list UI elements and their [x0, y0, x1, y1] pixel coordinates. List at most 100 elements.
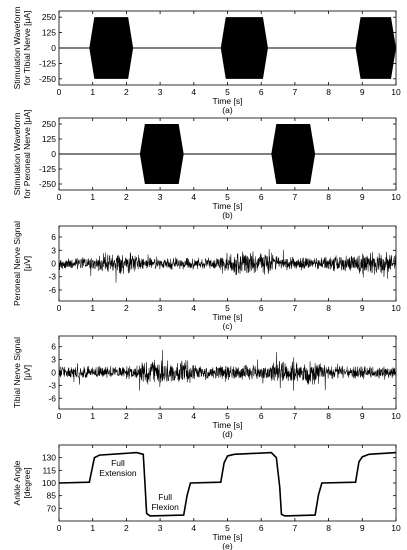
x-tick-label-d-1: 1 — [90, 411, 95, 421]
y-axis-label-line-d-1: Tibial Nerve Signal — [12, 337, 22, 408]
y-axis-label-line-a-2: for Tibial Nerve [μA] — [22, 11, 32, 86]
annotation-line-e-1-2: Extension — [99, 468, 137, 478]
x-tick-label-e-0: 0 — [57, 523, 62, 533]
x-tick-label-c-2: 2 — [124, 303, 129, 313]
series-c — [59, 249, 396, 283]
y-tick-label-a-4: -250 — [39, 74, 56, 84]
y-tick-label-b-1: 125 — [42, 134, 56, 144]
y-tick-label-a-1: 125 — [42, 28, 56, 38]
caption-a: (a) — [222, 105, 233, 115]
y-tick-label-d-4: -6 — [48, 393, 56, 403]
y-axis-label-line-c-2: [μV] — [22, 256, 32, 271]
burst-a-3 — [355, 17, 396, 79]
x-tick-label-a-2: 2 — [124, 87, 129, 97]
x-tick-label-d-4: 4 — [191, 411, 196, 421]
x-axis-label-c: Time [s] — [213, 312, 243, 322]
y-tick-label-a-3: -125 — [39, 58, 56, 68]
series-d — [59, 349, 396, 391]
x-tick-label-b-6: 6 — [259, 192, 264, 202]
x-tick-label-c-9: 9 — [360, 303, 365, 313]
y-tick-label-c-1: 3 — [51, 245, 56, 255]
x-tick-label-b-1: 1 — [90, 192, 95, 202]
y-tick-label-e-4: 70 — [47, 503, 57, 513]
plot-area-e — [59, 451, 396, 517]
x-tick-label-e-4: 4 — [191, 523, 196, 533]
x-tick-label-b-2: 2 — [124, 192, 129, 202]
y-tick-label-a-2: 0 — [51, 43, 56, 53]
annotation-e-2: Full Flexion — [151, 492, 179, 512]
y-axis-label-b: Stimulation Waveformfor Peroneal Nerve [… — [12, 110, 32, 199]
panel-a: 0 1 2 3 4 5 6 7 8 9 10 250 125 0 -125 -250 Time [s](a) St… — [12, 7, 401, 115]
y-tick-label-d-3: -3 — [48, 380, 56, 390]
plot-area-b — [59, 124, 396, 184]
y-tick-label-e-2: 100 — [42, 478, 56, 488]
burst-a-2 — [220, 17, 268, 79]
y-tick-label-e-0: 130 — [42, 453, 56, 463]
annotation-e-1: Full Extension — [99, 458, 137, 478]
y-tick-label-e-1: 115 — [42, 465, 56, 475]
x-tick-label-a-3: 3 — [158, 87, 163, 97]
y-tick-label-d-0: 6 — [51, 342, 56, 352]
annotation-line-e-2-2: Flexion — [151, 502, 179, 512]
x-tick-label-e-3: 3 — [158, 523, 163, 533]
x-tick-label-d-2: 2 — [124, 411, 129, 421]
x-tick-label-b-7: 7 — [293, 192, 298, 202]
caption-b: (b) — [222, 210, 233, 220]
x-tick-label-a-8: 8 — [326, 87, 331, 97]
y-axis-label-c: Peroneal Nerve Signal[μV] — [12, 221, 32, 306]
series-e-1 — [59, 451, 396, 517]
x-tick-label-a-10: 10 — [391, 87, 401, 97]
y-tick-label-b-3: -125 — [39, 164, 56, 174]
x-tick-label-d-7: 7 — [293, 411, 298, 421]
x-tick-label-a-6: 6 — [259, 87, 264, 97]
panel-b: 0 1 2 3 4 5 6 7 8 9 10 250 125 0 -125 -250 Time [s](b) St… — [12, 110, 401, 221]
burst-a-1 — [89, 17, 134, 79]
x-tick-label-d-10: 10 — [391, 411, 401, 421]
plot-area-c — [59, 249, 396, 283]
y-axis-label-d: Tibial Nerve Signal[μV] — [12, 337, 32, 408]
plot-area-a — [59, 17, 396, 79]
y-axis-label-a: Stimulation Waveformfor Tibial Nerve [μA… — [12, 7, 32, 90]
x-tick-label-c-4: 4 — [191, 303, 196, 313]
panel-e: 0 1 2 3 4 5 6 7 8 9 10 130 115 100 85 70 Time [s](e) Ankl… — [12, 444, 401, 550]
x-tick-label-e-1: 1 — [90, 523, 95, 533]
y-tick-label-c-2: 0 — [51, 259, 56, 269]
burst-b-1 — [139, 124, 184, 184]
x-tick-label-e-6: 6 — [259, 523, 264, 533]
annotation-line-e-1-1: Full — [111, 458, 125, 468]
caption-c: (c) — [223, 321, 233, 331]
x-axis-label-b: Time [s] — [213, 201, 243, 211]
x-tick-label-c-7: 7 — [293, 303, 298, 313]
x-tick-label-c-3: 3 — [158, 303, 163, 313]
plot-area-d — [59, 349, 396, 391]
x-tick-label-b-10: 10 — [391, 192, 401, 202]
y-axis-label-line-e-2: [degree] — [22, 467, 32, 498]
x-axis-label-d: Time [s] — [213, 420, 243, 430]
x-tick-label-d-8: 8 — [326, 411, 331, 421]
y-tick-label-c-4: -6 — [48, 285, 56, 295]
y-axis-label-line-e-1: Ankle Angle — [12, 460, 22, 505]
x-tick-label-c-1: 1 — [90, 303, 95, 313]
x-tick-label-d-9: 9 — [360, 411, 365, 421]
x-tick-label-e-8: 8 — [326, 523, 331, 533]
y-axis-label-line-b-1: Stimulation Waveform — [12, 113, 22, 196]
x-tick-label-c-5: 5 — [225, 303, 230, 313]
x-tick-label-d-0: 0 — [57, 411, 62, 421]
x-tick-label-b-4: 4 — [191, 192, 196, 202]
x-tick-label-c-0: 0 — [57, 303, 62, 313]
caption-e: (e) — [222, 541, 233, 550]
x-tick-label-a-1: 1 — [90, 87, 95, 97]
x-tick-label-a-9: 9 — [360, 87, 365, 97]
y-axis-label-line-a-1: Stimulation Waveform — [12, 7, 22, 90]
x-axis-label-e: Time [s] — [213, 532, 243, 542]
x-tick-label-b-3: 3 — [158, 192, 163, 202]
x-tick-label-c-6: 6 — [259, 303, 264, 313]
y-tick-label-b-2: 0 — [51, 149, 56, 159]
y-tick-label-c-3: -3 — [48, 272, 56, 282]
y-tick-label-a-0: 250 — [42, 12, 56, 22]
y-axis-label-e: Ankle Angle[degree] — [12, 460, 32, 505]
x-tick-label-a-4: 4 — [191, 87, 196, 97]
x-tick-label-c-8: 8 — [326, 303, 331, 313]
x-tick-label-e-9: 9 — [360, 523, 365, 533]
